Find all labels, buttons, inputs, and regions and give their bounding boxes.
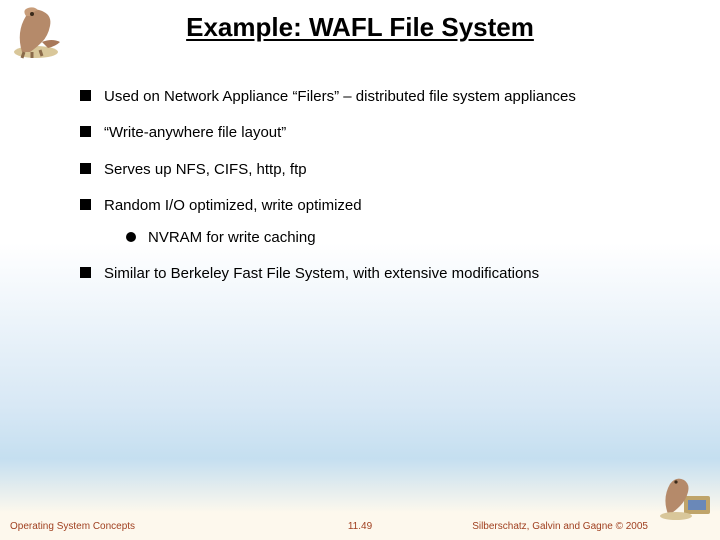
bullet-text: Random I/O optimized, write optimized	[104, 197, 362, 214]
sub-bullet-list: NVRAM for write caching	[126, 228, 664, 248]
footer-center: 11.49	[348, 521, 372, 532]
footer-left: Operating System Concepts	[10, 521, 135, 532]
slide-title: Example: WAFL File System	[0, 0, 720, 43]
slide-content: Used on Network Appliance “Filers” – dis…	[80, 87, 664, 285]
sub-bullet-text: NVRAM for write caching	[148, 229, 316, 246]
bullet-item: Serves up NFS, CIFS, http, ftp	[80, 160, 664, 180]
bullet-text: Used on Network Appliance “Filers” – dis…	[104, 88, 576, 105]
bullet-item: Similar to Berkeley Fast File System, wi…	[80, 264, 664, 284]
bullet-text: Similar to Berkeley Fast File System, wi…	[104, 265, 539, 282]
sub-bullet-item: NVRAM for write caching	[126, 228, 664, 248]
bullet-item: “Write-anywhere file layout”	[80, 123, 664, 143]
bullet-text: “Write-anywhere file layout”	[104, 124, 286, 141]
bullet-list: Used on Network Appliance “Filers” – dis…	[80, 87, 664, 285]
dinosaur-logo-bottom	[654, 470, 714, 522]
bullet-item: Used on Network Appliance “Filers” – dis…	[80, 87, 664, 107]
dinosaur-logo-top	[2, 2, 70, 62]
bullet-item: Random I/O optimized, write optimized NV…	[80, 196, 664, 249]
bullet-text: Serves up NFS, CIFS, http, ftp	[104, 161, 307, 178]
footer-right: Silberschatz, Galvin and Gagne © 2005	[472, 521, 648, 532]
